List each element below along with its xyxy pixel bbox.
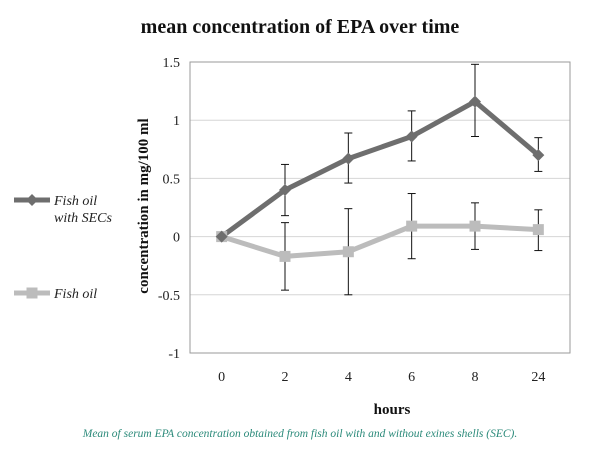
x-axis-label: hours xyxy=(374,402,411,418)
y-tick-label: -1 xyxy=(168,347,180,362)
legend-label: Fish oil xyxy=(53,287,97,302)
chart: mean concentration of EPA over time 1.5 1… xyxy=(14,16,571,418)
x-tick-label: 24 xyxy=(531,370,545,385)
data-point xyxy=(406,220,418,232)
x-tick-label: 2 xyxy=(282,370,289,385)
data-point xyxy=(532,149,545,162)
x-tick-label: 8 xyxy=(472,370,479,385)
y-axis-label: concentration in mg/100 ml xyxy=(136,118,152,293)
y-tick-label: 0 xyxy=(173,231,180,246)
legend-label: Fish oil xyxy=(53,194,97,209)
series-line xyxy=(220,223,539,259)
legend: Fish oil with SECs Fish oil xyxy=(14,194,113,302)
data-point xyxy=(532,224,544,236)
y-tick-label: 0.5 xyxy=(163,172,181,187)
legend-item-0: Fish oil with SECs xyxy=(14,194,113,226)
chart-title: mean concentration of EPA over time xyxy=(141,16,460,38)
series-0 xyxy=(220,99,540,239)
x-tick-label: 4 xyxy=(345,370,352,385)
data-point xyxy=(26,194,38,206)
data-point xyxy=(215,230,228,243)
y-tick-label: 1 xyxy=(173,114,180,129)
data-point xyxy=(279,250,291,262)
data-point xyxy=(279,184,291,197)
y-tick-label: -0.5 xyxy=(158,289,180,304)
x-tick-label: 6 xyxy=(408,370,415,385)
figure-caption: Mean of serum EPA concentration obtained… xyxy=(82,428,518,440)
series-line xyxy=(220,99,540,239)
data-point xyxy=(342,246,354,258)
data-point xyxy=(342,152,355,165)
series-1 xyxy=(220,223,539,259)
data-point xyxy=(469,220,481,232)
plot-area: 1.510.50-0.5-10 2 4 6 8 24 xyxy=(158,56,571,385)
plot-border xyxy=(189,61,571,354)
y-tick-label: 1.5 xyxy=(163,56,181,71)
data-point xyxy=(26,287,38,299)
data-point xyxy=(469,95,481,108)
legend-item-1: Fish oil xyxy=(14,287,97,302)
x-tick-label: 0 xyxy=(218,370,225,385)
data-point xyxy=(405,130,418,143)
legend-label: with SECs xyxy=(54,211,113,226)
